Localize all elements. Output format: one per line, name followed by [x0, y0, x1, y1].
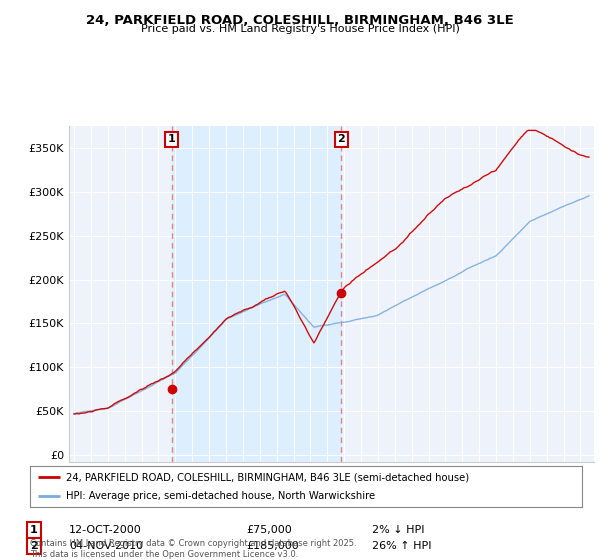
Text: 04-NOV-2010: 04-NOV-2010 [69, 541, 143, 551]
Text: 1: 1 [168, 134, 176, 144]
Text: £75,000: £75,000 [246, 525, 292, 535]
Bar [172, 126, 341, 462]
Text: 2: 2 [30, 541, 38, 551]
Text: 24, PARKFIELD ROAD, COLESHILL, BIRMINGHAM, B46 3LE (semi-detached house): 24, PARKFIELD ROAD, COLESHILL, BIRMINGHA… [66, 473, 469, 482]
Text: £185,000: £185,000 [246, 541, 299, 551]
Text: 26% ↑ HPI: 26% ↑ HPI [372, 541, 431, 551]
Text: 1: 1 [30, 525, 38, 535]
Text: 24, PARKFIELD ROAD, COLESHILL, BIRMINGHAM, B46 3LE: 24, PARKFIELD ROAD, COLESHILL, BIRMINGHA… [86, 14, 514, 27]
Text: 2% ↓ HPI: 2% ↓ HPI [372, 525, 425, 535]
Text: Price paid vs. HM Land Registry's House Price Index (HPI): Price paid vs. HM Land Registry's House … [140, 24, 460, 34]
Text: Contains HM Land Registry data © Crown copyright and database right 2025.
This d: Contains HM Land Registry data © Crown c… [30, 539, 356, 559]
Text: 12-OCT-2000: 12-OCT-2000 [69, 525, 142, 535]
Text: HPI: Average price, semi-detached house, North Warwickshire: HPI: Average price, semi-detached house,… [66, 491, 375, 501]
Text: 2: 2 [338, 134, 346, 144]
